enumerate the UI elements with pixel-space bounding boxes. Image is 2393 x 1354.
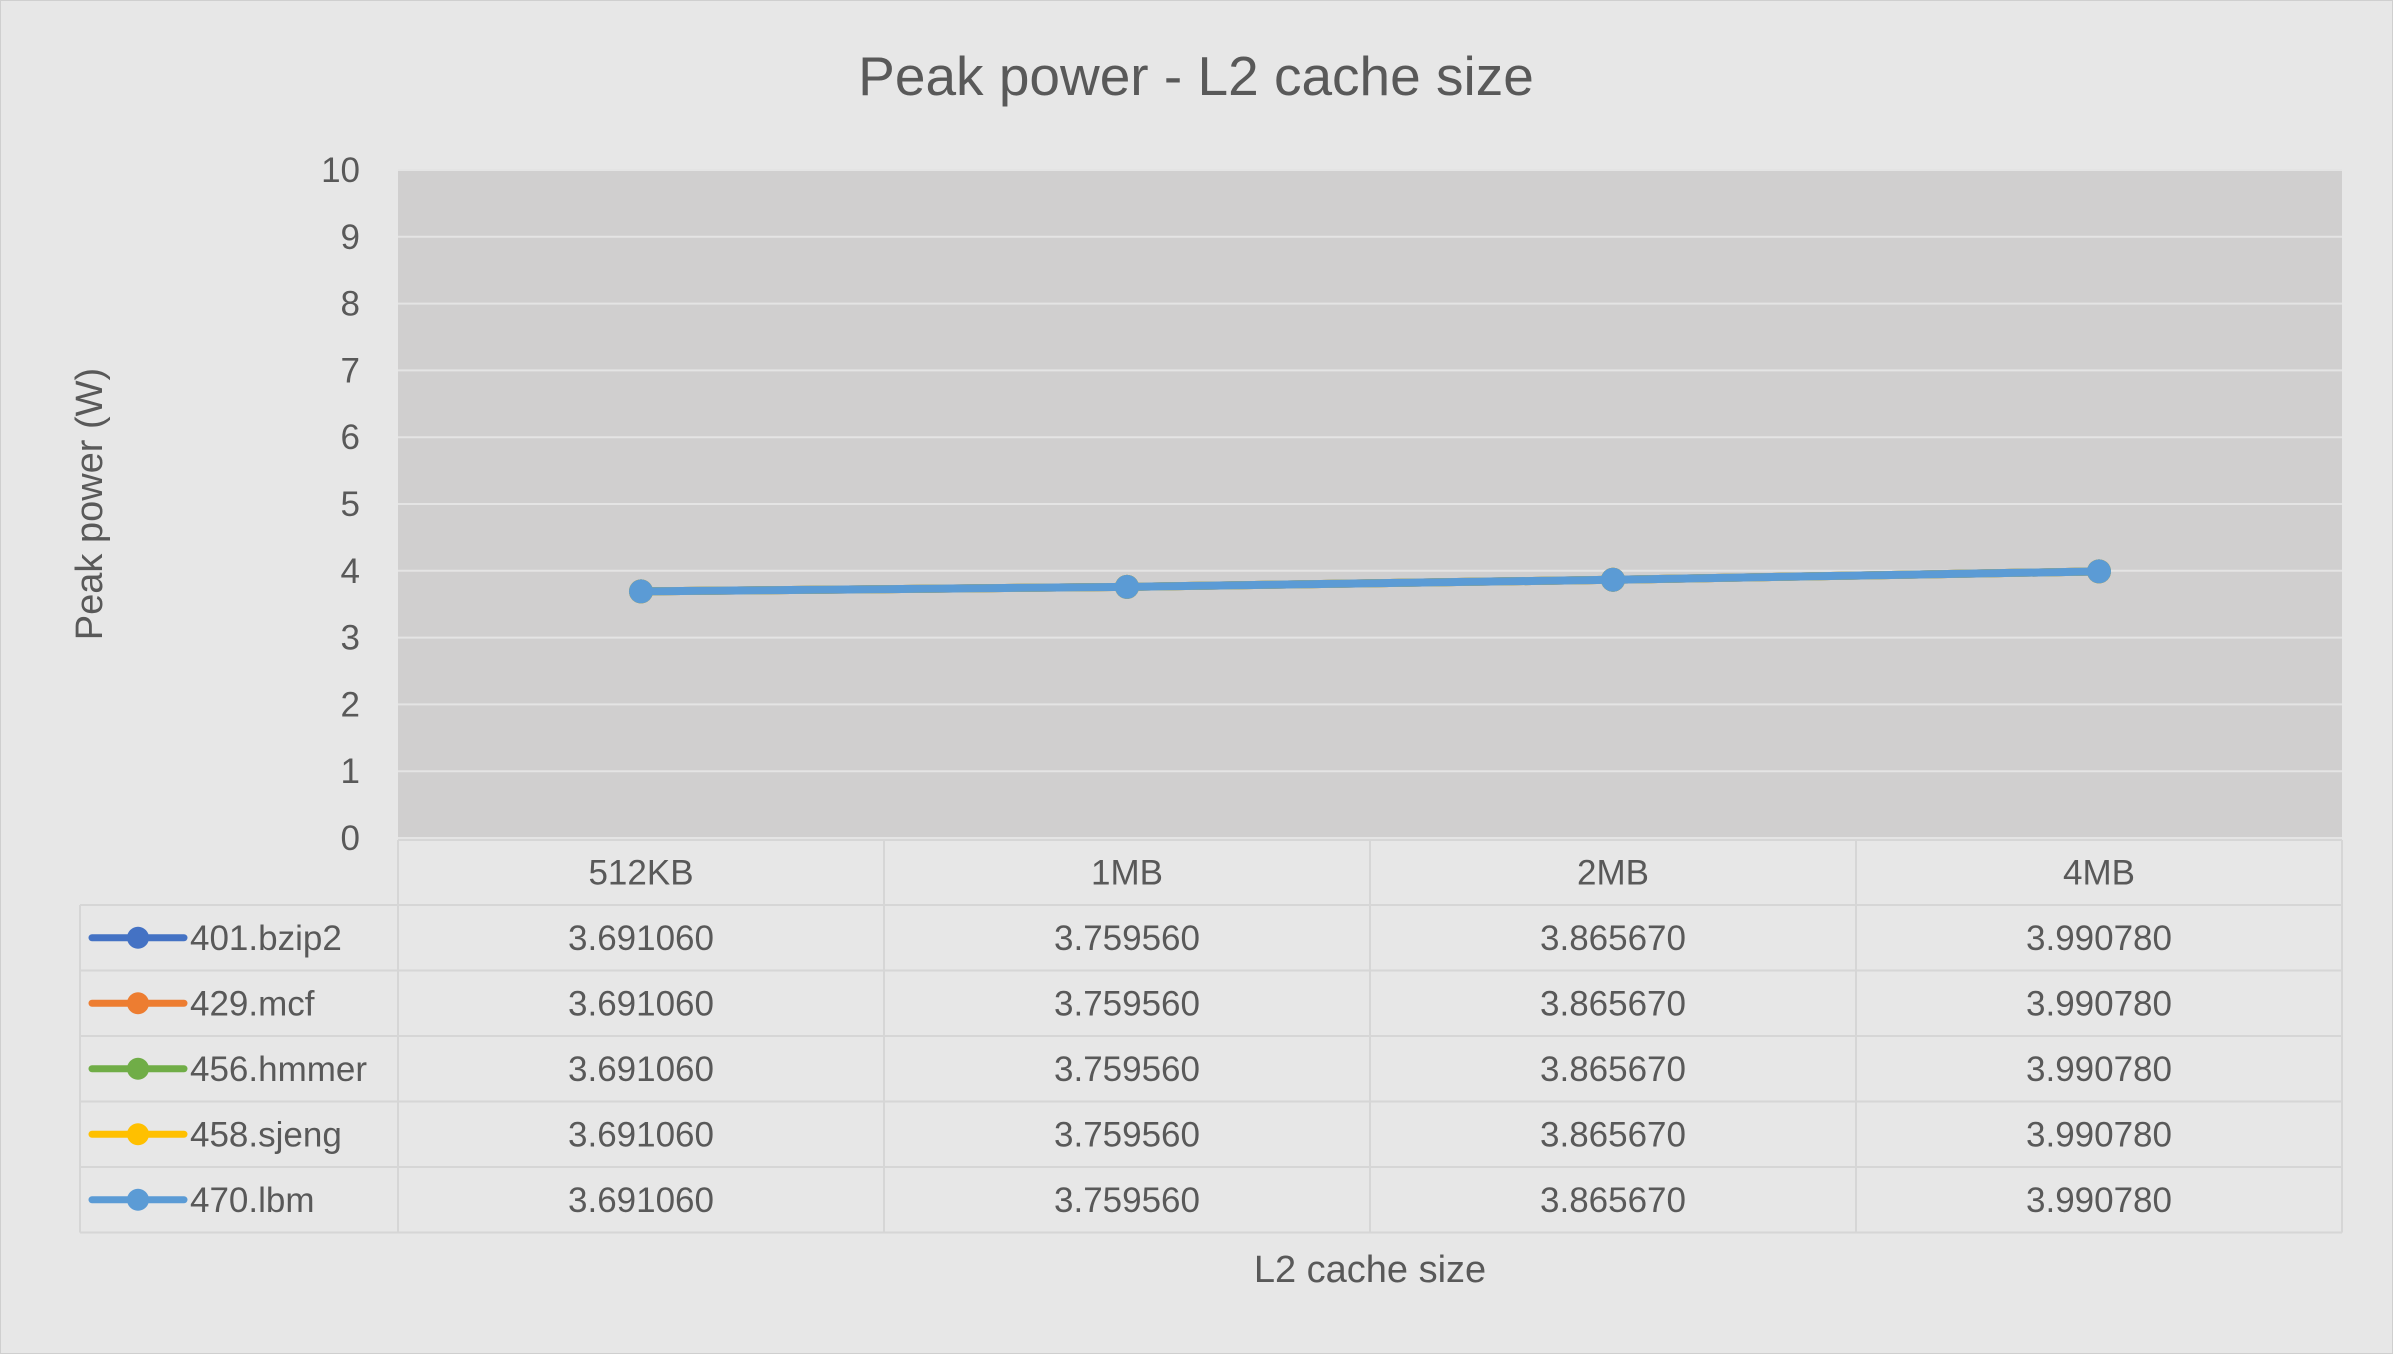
y-tick-label: 1 [341,752,360,791]
y-tick-label: 10 [321,151,360,190]
y-tick-label: 6 [341,418,360,457]
data-label: 3.759560 [1054,984,1200,1023]
y-axis-title: Peak power (W) [69,368,111,640]
data-label: 3.990780 [2026,984,2172,1023]
chart-title: Peak power - L2 cache size [858,45,1534,107]
data-point [629,579,653,604]
y-tick-label: 4 [341,552,360,591]
y-axis-ticks: 0 1 2 3 4 5 6 7 8 9 10 [321,151,360,858]
x-tick-label: 1MB [1091,854,1163,893]
y-tick-label: 0 [341,819,360,858]
data-label: 3.990780 [2026,1115,2172,1154]
y-tick-label: 5 [341,485,360,524]
legend-series-name: 456.hmmer [190,1050,367,1089]
data-label: 3.759560 [1054,1115,1200,1154]
data-label: 3.865670 [1540,1115,1686,1154]
data-label: 3.865670 [1540,984,1686,1023]
legend-marker [127,926,149,949]
legend-marker [127,992,149,1015]
legend-marker [127,1188,149,1211]
legend-series-name: 429.mcf [190,984,315,1023]
data-label: 3.691060 [568,919,714,958]
data-point [2087,559,2111,584]
data-label: 3.691060 [568,1115,714,1154]
data-label: 3.990780 [2026,919,2172,958]
data-label: 3.691060 [568,984,714,1023]
data-point [1601,567,1625,592]
legend-marker [127,1123,149,1146]
series-470.lbm [629,559,2111,604]
legend-series-name: 470.lbm [190,1181,315,1220]
data-label: 3.691060 [568,1050,714,1089]
legend-series-name: 401.bzip2 [190,919,342,958]
data-label: 3.691060 [568,1181,714,1220]
y-tick-label: 8 [341,285,360,324]
x-tick-label: 512KB [588,854,693,893]
series-line [637,567,2103,596]
legend-marker [127,1057,149,1080]
data-label: 3.865670 [1540,919,1686,958]
y-tick-label: 9 [341,218,360,257]
data-label: 3.865670 [1540,1050,1686,1089]
data-point [1115,574,1139,599]
data-label: 3.990780 [2026,1050,2172,1089]
data-label: 3.759560 [1054,1181,1200,1220]
gridlines [398,169,2342,839]
x-tick-label: 2MB [1577,854,1649,893]
legend-series-name: 458.sjeng [190,1115,342,1154]
data-label: 3.759560 [1054,919,1200,958]
x-axis-title: L2 cache size [1254,1249,1486,1291]
data-label: 3.865670 [1540,1181,1686,1220]
series-lines [629,559,2111,604]
data-label: 3.759560 [1054,1050,1200,1089]
y-tick-label: 7 [341,351,360,390]
data-table: 512KB 1MB 2MB 4MB 401.bzip2 3.691060 3.759560 3… [79,839,2343,1234]
data-label: 3.990780 [2026,1181,2172,1220]
y-tick-label: 3 [341,619,360,658]
x-tick-label: 4MB [2063,854,2135,893]
y-tick-label: 2 [341,685,360,724]
